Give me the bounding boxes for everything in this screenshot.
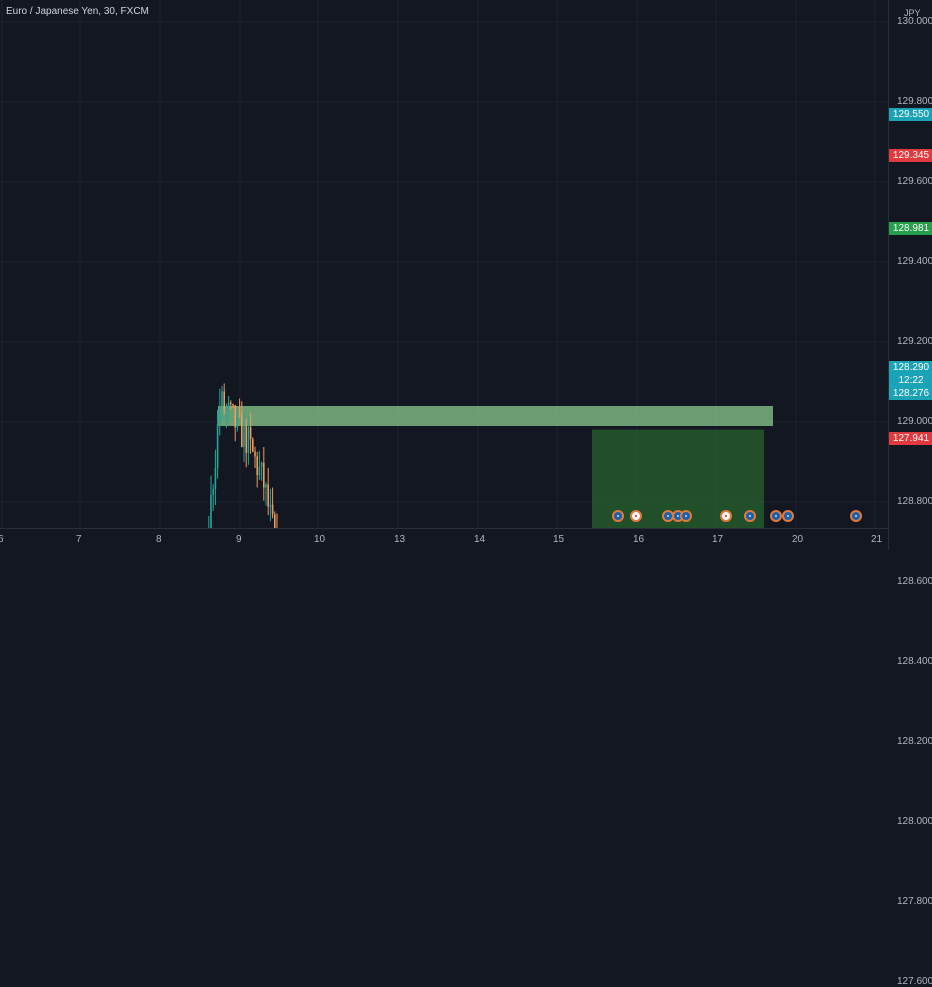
price-tick-label: 128.800 — [897, 496, 932, 507]
candle-body — [223, 391, 225, 411]
price-tick-label: 128.600 — [897, 576, 932, 587]
price-tick-label: 129.600 — [897, 176, 932, 187]
candle-body — [241, 413, 243, 448]
time-tick-label: 10 — [314, 534, 326, 545]
time-tick-label: 21 — [871, 534, 883, 545]
calendar-event-icon[interactable] — [744, 510, 756, 522]
candle-body — [234, 405, 236, 428]
candle-body — [236, 412, 239, 428]
price-tick-label: 130.000 — [897, 16, 932, 27]
candle-body — [254, 451, 256, 457]
candle-body — [258, 467, 261, 476]
time-tick-label: 15 — [553, 534, 565, 545]
price-tag: 128.981 — [889, 222, 932, 235]
price-tag: 128.290 — [889, 361, 932, 374]
price-tick-label: 129.200 — [897, 336, 932, 347]
candle-body — [214, 468, 217, 490]
candle-body — [265, 484, 267, 488]
price-tick-label: 129.800 — [897, 96, 932, 107]
time-tick-label: 17 — [712, 534, 724, 545]
time-tick-label: 7 — [76, 534, 82, 545]
chart-legend: Euro / Japanese Yen, 30, FXCM — [6, 6, 149, 17]
price-tag: 12:22 — [889, 374, 932, 387]
candle-body — [267, 484, 269, 507]
resistance-zone — [218, 406, 773, 426]
candle-body — [219, 406, 221, 425]
price-tag: 128.276 — [889, 387, 932, 400]
currency-label: JPY — [904, 8, 921, 18]
candle-body — [269, 504, 272, 507]
candle-body — [256, 456, 258, 476]
price-tag: 129.550 — [889, 108, 932, 121]
candle-body — [210, 494, 212, 528]
price-tick-label: 129.400 — [897, 256, 932, 267]
price-tick-label: 127.800 — [897, 896, 932, 907]
calendar-event-icon[interactable] — [630, 510, 642, 522]
calendar-event-icon[interactable] — [612, 510, 624, 522]
price-tick-label: 129.000 — [897, 416, 932, 427]
candle-body — [238, 412, 241, 414]
candle-body — [245, 425, 247, 454]
time-tick-label: 20 — [792, 534, 804, 545]
candle-body — [260, 462, 263, 468]
price-tick-label: 127.600 — [897, 976, 932, 987]
time-tick-label: 8 — [156, 534, 162, 545]
candle-body — [216, 424, 219, 469]
price-chart[interactable] — [0, 0, 888, 528]
candle-body — [225, 407, 228, 411]
time-axis[interactable]: 6 7 8 9 10 13 14 15 16 17 20 21 — [0, 528, 888, 551]
candle-body — [249, 427, 252, 440]
price-tick-label: 128.200 — [897, 736, 932, 747]
time-tick-label: 6 — [0, 534, 4, 545]
candle-body — [274, 514, 276, 528]
candle-body — [247, 427, 250, 454]
candle-body — [232, 403, 234, 406]
candle-body — [227, 402, 230, 408]
time-tick-label: 9 — [236, 534, 242, 545]
price-tick-label: 128.000 — [897, 816, 932, 827]
time-tick-label: 14 — [474, 534, 486, 545]
calendar-event-icon[interactable] — [782, 510, 794, 522]
candle-body — [221, 391, 223, 407]
time-tick-label: 16 — [633, 534, 645, 545]
price-tick-label: 128.400 — [897, 656, 932, 667]
price-axis[interactable]: 130.000 129.800 129.600 129.400 129.200 129.0… — [888, 0, 932, 987]
time-tick-label: 13 — [394, 534, 406, 545]
candle-body — [263, 462, 265, 488]
price-tag: 129.345 — [889, 149, 932, 162]
candle-body — [243, 425, 245, 448]
calendar-event-icon[interactable] — [850, 510, 862, 522]
candle-body — [271, 504, 274, 515]
candle-body — [212, 489, 214, 495]
candle-body — [252, 439, 254, 452]
chart-area[interactable]: Euro / Japanese Yen, 30, FXCM — [0, 0, 888, 528]
calendar-event-icon[interactable] — [770, 510, 782, 522]
price-tag: 127.941 — [889, 432, 932, 445]
calendar-event-icon[interactable] — [720, 510, 732, 522]
calendar-event-icon[interactable] — [680, 510, 692, 522]
candle-body — [230, 402, 232, 404]
